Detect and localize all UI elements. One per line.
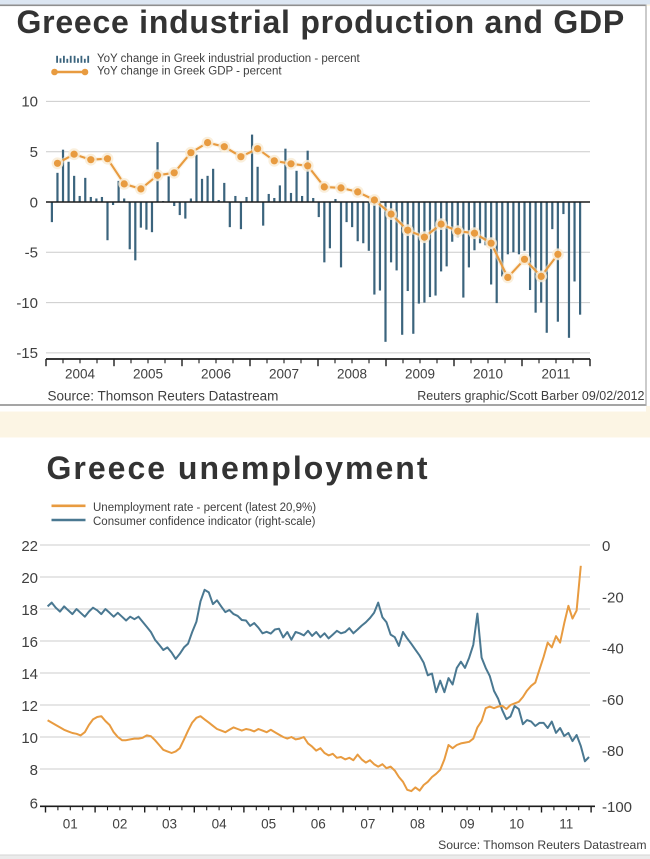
svg-text:Source: Thomson Reuters Datast: Source: Thomson Reuters Datastream [438,838,646,852]
svg-text:5: 5 [30,144,38,161]
svg-text:0: 0 [602,538,610,555]
svg-text:02: 02 [112,816,127,831]
svg-text:10: 10 [21,730,38,747]
svg-text:YoY change in Greek industrial: YoY change in Greek industrial productio… [97,53,361,65]
svg-text:Unemployment rate - percent (l: Unemployment rate - percent (latest 20,9… [93,502,316,514]
svg-text:-40: -40 [602,641,624,658]
svg-text:2004: 2004 [65,367,96,382]
svg-text:05: 05 [261,816,276,831]
svg-text:8: 8 [30,762,38,779]
svg-text:20: 20 [21,570,38,587]
svg-text:18: 18 [21,602,38,619]
svg-text:2010: 2010 [473,367,503,382]
svg-text:-80: -80 [602,743,624,760]
svg-text:06: 06 [311,816,326,831]
svg-text:-20: -20 [602,589,624,606]
svg-text:0: 0 [30,194,38,211]
svg-text:01: 01 [63,816,78,831]
svg-text:10: 10 [21,94,38,111]
svg-text:08: 08 [410,816,425,831]
svg-text:2007: 2007 [269,367,299,382]
svg-text:2006: 2006 [201,367,231,382]
svg-text:12: 12 [21,698,38,715]
svg-text:Reuters graphic/Scott Barber 0: Reuters graphic/Scott Barber 09/02/2012 [417,389,644,403]
svg-text:2005: 2005 [133,367,163,382]
svg-text:-60: -60 [602,692,624,709]
svg-text:22: 22 [21,538,38,555]
svg-text:6: 6 [30,796,38,813]
svg-text:-15: -15 [16,345,38,362]
svg-text:-100: -100 [602,799,632,816]
svg-text:Greece industrial production a: Greece industrial production and GDP [17,4,625,40]
svg-text:09: 09 [460,816,475,831]
svg-text:2008: 2008 [337,367,367,382]
svg-text:Greece unemployment: Greece unemployment [47,450,430,486]
svg-text:10: 10 [509,816,524,831]
svg-text:2009: 2009 [405,367,435,382]
svg-text:04: 04 [212,816,228,831]
svg-text:-5: -5 [25,245,38,262]
svg-text:16: 16 [21,634,38,651]
svg-text:14: 14 [21,666,38,683]
svg-text:-10: -10 [16,295,38,312]
svg-text:2011: 2011 [541,367,570,382]
svg-text:07: 07 [360,816,375,831]
svg-text:03: 03 [162,816,177,831]
svg-text:Consumer confidence indicator: Consumer confidence indicator (right-sca… [93,516,316,528]
svg-text:11: 11 [559,816,573,831]
svg-text:Source: Thomson Reuters Datast: Source: Thomson Reuters Datastream [48,389,279,404]
svg-text:YoY change in Greek GDP - perc: YoY change in Greek GDP - percent [97,66,282,78]
